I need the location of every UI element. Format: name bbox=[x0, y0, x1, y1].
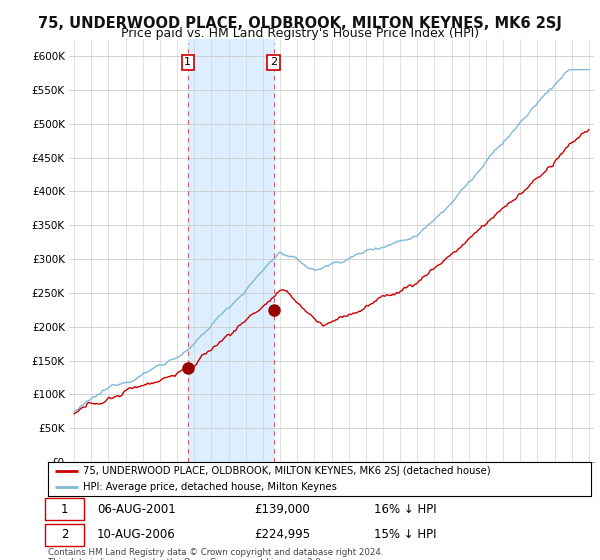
Text: 2: 2 bbox=[270, 58, 277, 67]
Text: 1: 1 bbox=[61, 502, 68, 516]
Text: £224,995: £224,995 bbox=[254, 529, 310, 542]
Text: Price paid vs. HM Land Registry's House Price Index (HPI): Price paid vs. HM Land Registry's House … bbox=[121, 27, 479, 40]
Text: 15% ↓ HPI: 15% ↓ HPI bbox=[374, 529, 436, 542]
Text: Contains HM Land Registry data © Crown copyright and database right 2024.
This d: Contains HM Land Registry data © Crown c… bbox=[48, 548, 383, 560]
Text: 1: 1 bbox=[184, 58, 191, 67]
FancyBboxPatch shape bbox=[45, 498, 85, 520]
Bar bbox=[188, 39, 274, 462]
Text: 75, UNDERWOOD PLACE, OLDBROOK, MILTON KEYNES, MK6 2SJ (detached house): 75, UNDERWOOD PLACE, OLDBROOK, MILTON KE… bbox=[83, 466, 491, 476]
Text: 75, UNDERWOOD PLACE, OLDBROOK, MILTON KEYNES, MK6 2SJ: 75, UNDERWOOD PLACE, OLDBROOK, MILTON KE… bbox=[38, 16, 562, 31]
Text: 10-AUG-2006: 10-AUG-2006 bbox=[97, 529, 176, 542]
Text: 06-AUG-2001: 06-AUG-2001 bbox=[97, 502, 176, 516]
Text: £139,000: £139,000 bbox=[254, 502, 310, 516]
Text: 2: 2 bbox=[61, 529, 68, 542]
Text: HPI: Average price, detached house, Milton Keynes: HPI: Average price, detached house, Milt… bbox=[83, 482, 337, 492]
FancyBboxPatch shape bbox=[45, 524, 85, 546]
Text: 16% ↓ HPI: 16% ↓ HPI bbox=[374, 502, 436, 516]
